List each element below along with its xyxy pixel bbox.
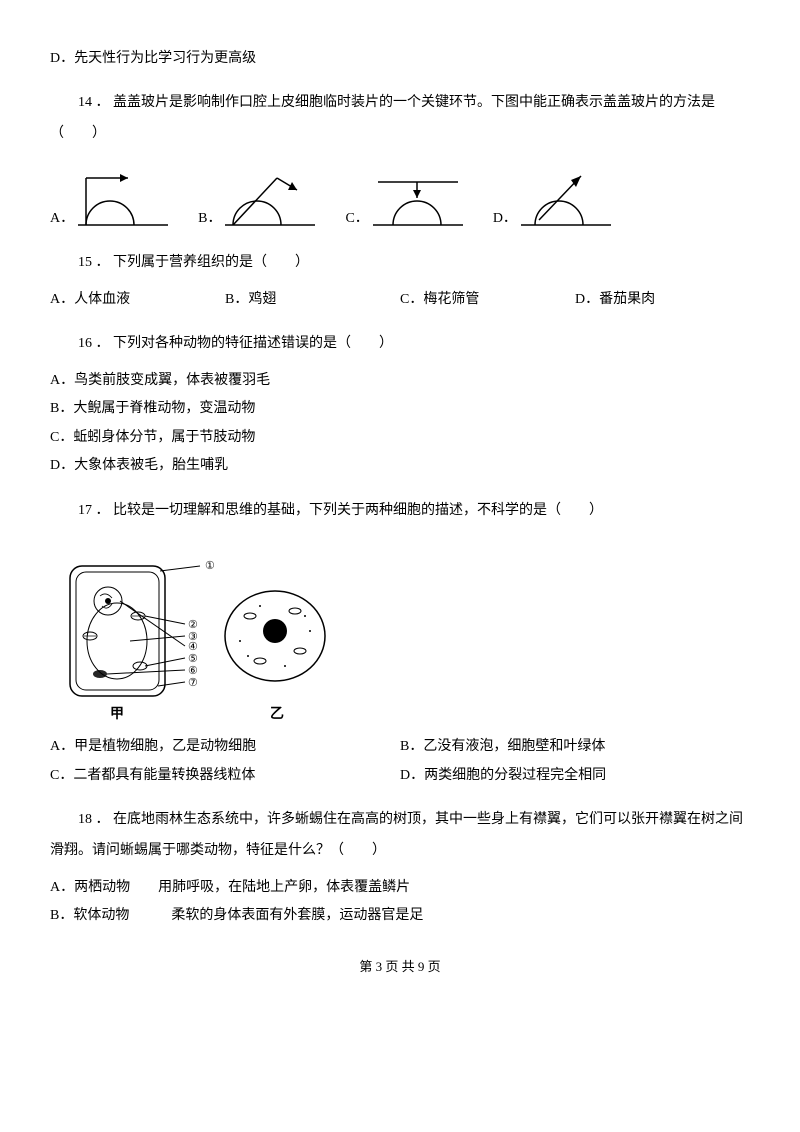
q16-number: 16 ． [78,336,110,351]
q17-options-row1: A．甲是植物细胞，乙是动物细胞 B．乙没有液泡，细胞壁和叶绿体 [50,736,750,758]
q15-opt-b: B．鸡翅 [225,289,400,311]
q17-stem-row: 17 ． 比较是一切理解和思维的基础，下列关于两种细胞的描述，不科学的是（ ） [50,496,750,527]
q17-opt-d: D．两类细胞的分裂过程完全相同 [400,765,750,787]
q14-number: 14 ． [78,95,110,110]
svg-text:④: ④ [188,641,198,653]
q15-opt-c: C．梅花筛管 [400,289,575,311]
svg-text:②: ② [188,619,198,631]
q16-opt-c: C．蚯蚓身体分节，属于节肢动物 [50,427,750,449]
svg-text:⑦: ⑦ [188,677,198,689]
q16-stem: 下列对各种动物的特征描述错误的是（ ） [113,336,393,351]
q17-opt-c: C．二者都具有能量转换器线粒体 [50,765,400,787]
q14-opt-c: C． [345,170,462,230]
exam-page: D．先天性行为比学习行为更高级 14 ． 盖盖玻片是影响制作口腔上皮细胞临时装片… [0,0,800,998]
q17-opt-b: B．乙没有液泡，细胞壁和叶绿体 [400,736,750,758]
cell-label-1: ① [205,560,215,572]
q15-number: 15 ． [78,255,110,270]
q14-opt-b: B． [198,170,315,230]
cell-diagram-icon: ① ② ③ ④ ⑤ ⑥ ⑦ 甲 [60,546,340,726]
q15-stem-row: 15 ． 下列属于营养组织的是（ ） [50,248,750,279]
svg-text:⑥: ⑥ [188,665,198,677]
q14-b-label: B． [198,208,221,230]
q16-opt-a: A．鸟类前肢变成翼，体表被覆羽毛 [50,370,750,392]
q15-opt-a: A．人体血液 [50,289,225,311]
q15-stem: 下列属于营养组织的是（ ） [113,255,309,270]
q14-diagrams: A． B． C． [50,170,750,230]
q17-cell-diagram: ① ② ③ ④ ⑤ ⑥ ⑦ 甲 [60,546,750,726]
q18-opt-a: A．两栖动物 用肺呼吸，在陆地上产卵，体表覆盖鳞片 [50,877,750,899]
cell-label-jia: 甲 [110,706,124,722]
coverslip-diagram-a-icon [78,170,168,230]
prev-option-d: D．先天性行为比学习行为更高级 [50,48,750,70]
q16-stem-row: 16 ． 下列对各种动物的特征描述错误的是（ ） [50,329,750,360]
q14-opt-d: D． [493,170,611,230]
q17-stem: 比较是一切理解和思维的基础，下列关于两种细胞的描述，不科学的是（ ） [113,503,603,518]
q17-options-row2: C．二者都具有能量转换器线粒体 D．两类细胞的分裂过程完全相同 [50,765,750,787]
q18-number: 18 ． [78,812,110,827]
q14-opt-a: A． [50,170,168,230]
page-footer: 第 3 页 共 9 页 [50,957,750,978]
svg-text:⑤: ⑤ [188,653,198,665]
q16-opt-b: B．大鲵属于脊椎动物，变温动物 [50,398,750,420]
q18-stem-row: 18 ． 在底地雨林生态系统中，许多蜥蜴住在高高的树顶，其中一些身上有襟翼，它们… [50,805,750,867]
q15-options: A．人体血液 B．鸡翅 C．梅花筛管 D．番茄果肉 [50,289,750,311]
q17-opt-a: A．甲是植物细胞，乙是动物细胞 [50,736,400,758]
coverslip-diagram-c-icon [373,170,463,230]
q14-stem-row: 14 ． 盖盖玻片是影响制作口腔上皮细胞临时装片的一个关键环节。下图中能正确表示… [50,88,750,150]
coverslip-diagram-d-icon [521,170,611,230]
q18-stem: 在底地雨林生态系统中，许多蜥蜴住在高高的树顶，其中一些身上有襟翼，它们可以张开襟… [50,812,743,858]
q14-c-label: C． [345,208,368,230]
q15-opt-d: D．番茄果肉 [575,289,750,311]
q14-stem: 盖盖玻片是影响制作口腔上皮细胞临时装片的一个关键环节。下图中能正确表示盖盖玻片的… [50,95,715,141]
q18-opt-b: B．软体动物 柔软的身体表面有外套膜，运动器官是足 [50,905,750,927]
q17-number: 17 ． [78,503,110,518]
q16-opt-d: D．大象体表被毛，胎生哺乳 [50,455,750,477]
q14-a-label: A． [50,208,74,230]
coverslip-diagram-b-icon [225,170,315,230]
q14-d-label: D． [493,208,517,230]
cell-label-yi: 乙 [270,706,284,722]
